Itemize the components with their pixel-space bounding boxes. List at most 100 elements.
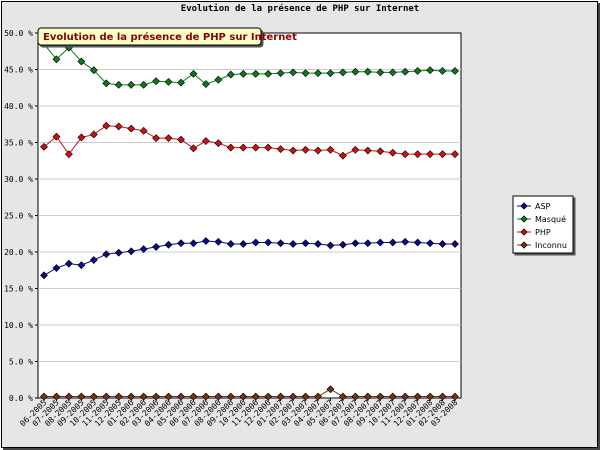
data-point — [401, 392, 410, 401]
y-tick-label: 0.0 % — [9, 394, 33, 403]
data-point — [102, 121, 111, 130]
data-point — [301, 69, 310, 78]
y-tick-label: 50.0 % — [4, 29, 33, 38]
series-group — [40, 40, 459, 401]
series-line — [44, 388, 455, 398]
data-point — [388, 148, 397, 157]
data-point — [413, 238, 422, 247]
series-line — [43, 240, 455, 276]
legend: ASP Masqué PHP Inconnu — [512, 195, 574, 254]
data-point — [102, 79, 111, 88]
y-tick-label: 15.0 % — [4, 285, 33, 294]
data-point — [152, 392, 161, 401]
data-point — [363, 239, 372, 248]
series-line — [43, 125, 455, 157]
data-point — [102, 392, 111, 401]
data-point — [351, 145, 360, 154]
data-point — [338, 68, 347, 77]
data-point — [177, 135, 185, 144]
data-point — [114, 248, 123, 257]
legend-label: Inconnu — [535, 241, 567, 250]
data-point — [251, 143, 260, 152]
data-point — [438, 240, 447, 248]
data-point — [376, 238, 385, 247]
data-point — [164, 240, 173, 249]
data-point — [201, 237, 210, 245]
data-point — [127, 392, 136, 401]
data-point — [338, 392, 347, 401]
data-point — [413, 392, 422, 401]
data-point — [239, 143, 248, 152]
data-point — [426, 392, 435, 401]
y-tick-label: 45.0 % — [4, 66, 33, 75]
data-point — [164, 392, 173, 401]
data-point — [139, 80, 148, 89]
data-point — [214, 392, 223, 401]
data-point — [239, 392, 248, 401]
data-point — [326, 145, 335, 154]
data-point — [251, 238, 260, 247]
data-point — [264, 69, 273, 78]
data-point — [289, 68, 298, 77]
data-point — [127, 124, 136, 133]
y-tick-label: 5.0 % — [9, 358, 33, 367]
data-point — [301, 239, 310, 248]
legend-marker — [520, 202, 528, 210]
y-tick-label: 25.0 % — [4, 212, 33, 221]
data-point — [413, 67, 422, 75]
data-point — [226, 392, 235, 401]
data-point — [326, 385, 335, 394]
data-point — [363, 392, 372, 401]
data-point — [363, 67, 372, 76]
data-point — [164, 134, 173, 143]
data-point — [314, 69, 322, 78]
y-tick-label: 20.0 % — [4, 248, 33, 257]
data-point — [363, 146, 372, 155]
data-point — [276, 239, 285, 248]
data-point — [52, 55, 61, 64]
data-point — [201, 80, 210, 89]
data-point — [177, 392, 185, 401]
data-point — [226, 70, 235, 79]
data-point — [239, 240, 248, 248]
data-point — [40, 271, 48, 280]
data-point — [451, 240, 459, 248]
data-point — [251, 69, 260, 78]
series-inconnu — [40, 385, 459, 401]
data-point — [114, 80, 123, 89]
data-point — [64, 392, 73, 401]
data-point — [314, 146, 322, 155]
data-point — [89, 392, 98, 401]
data-point — [77, 133, 86, 142]
data-point — [40, 142, 48, 151]
data-point — [139, 392, 148, 401]
data-point — [214, 139, 223, 148]
data-point — [289, 240, 298, 248]
data-point — [426, 239, 435, 248]
data-point — [289, 392, 298, 401]
series-php — [40, 121, 459, 160]
data-point — [314, 240, 322, 248]
legend-item: Inconnu — [517, 241, 567, 250]
y-tick-label: 30.0 % — [4, 175, 33, 184]
legend-label: ASP — [535, 202, 551, 211]
data-point — [401, 150, 410, 159]
legend-item: PHP — [517, 228, 551, 237]
data-point — [451, 67, 459, 75]
data-point — [351, 392, 360, 401]
series-asp — [40, 237, 459, 280]
data-point — [239, 69, 248, 78]
legend-item: ASP — [517, 202, 551, 211]
data-point — [89, 66, 98, 75]
data-point — [426, 66, 435, 75]
data-point — [114, 122, 123, 131]
data-point — [214, 75, 223, 84]
data-point — [451, 150, 459, 159]
data-point — [438, 392, 447, 401]
data-point — [89, 256, 98, 264]
y-tick-label: 10.0 % — [4, 321, 33, 330]
data-point — [77, 57, 86, 66]
data-point — [376, 68, 385, 77]
data-point — [451, 392, 459, 401]
